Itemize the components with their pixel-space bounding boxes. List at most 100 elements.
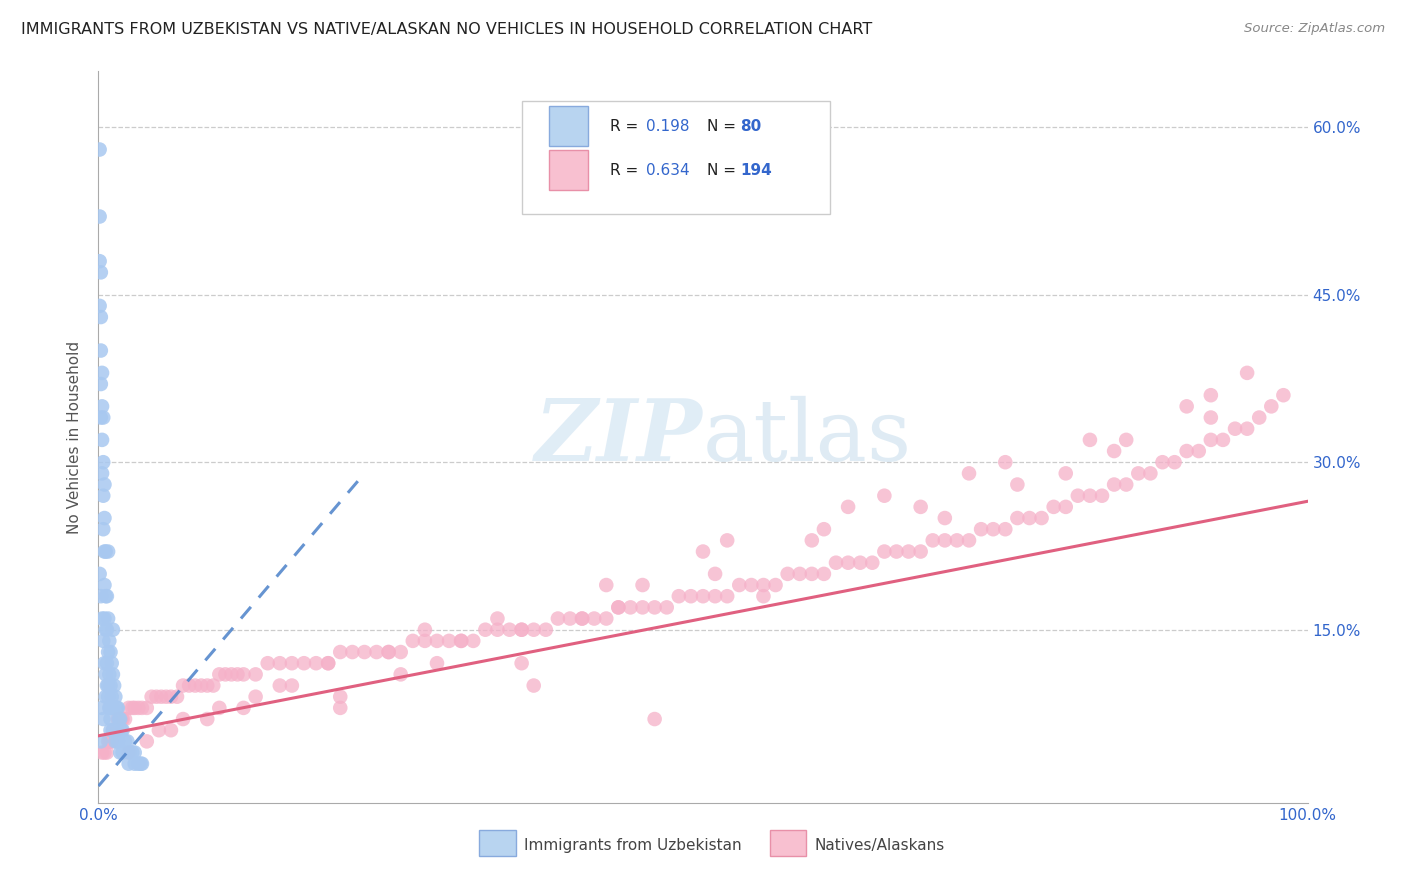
Point: [342, 645, 364, 659]
Text: 0.198: 0.198: [647, 119, 690, 134]
Point: [221, 667, 243, 681]
Point: [118, 746, 141, 760]
Point: [135, 734, 157, 748]
Point: [172, 679, 194, 693]
Point: [172, 712, 194, 726]
Point: [1199, 410, 1222, 425]
Point: [93, 657, 115, 671]
Point: [184, 679, 207, 693]
Point: [740, 578, 762, 592]
Point: [94, 589, 117, 603]
Point: [226, 667, 249, 681]
Point: [316, 657, 339, 671]
Point: [100, 679, 122, 693]
Point: [1007, 511, 1029, 525]
Point: [232, 667, 254, 681]
Point: [692, 589, 714, 603]
Point: [873, 544, 896, 558]
Point: [886, 544, 908, 558]
Point: [90, 265, 112, 279]
Point: [873, 489, 896, 503]
Point: [934, 511, 956, 525]
Point: [107, 712, 129, 726]
Point: [141, 690, 163, 704]
Point: [97, 544, 120, 558]
Point: [704, 566, 727, 581]
Point: [994, 522, 1017, 536]
Point: [96, 623, 118, 637]
Point: [994, 455, 1017, 469]
Point: [523, 623, 546, 637]
Point: [93, 746, 115, 760]
FancyBboxPatch shape: [522, 101, 830, 214]
Point: [98, 701, 121, 715]
Point: [124, 756, 146, 771]
Point: [1223, 422, 1246, 436]
Point: [135, 701, 157, 715]
Point: [837, 500, 859, 514]
Point: [1042, 500, 1064, 514]
Point: [90, 377, 112, 392]
Point: [1102, 477, 1125, 491]
Point: [91, 701, 114, 715]
Text: IMMIGRANTS FROM UZBEKISTAN VS NATIVE/ALASKAN NO VEHICLES IN HOUSEHOLD CORRELATIO: IMMIGRANTS FROM UZBEKISTAN VS NATIVE/ALA…: [21, 22, 872, 37]
Point: [101, 667, 124, 681]
Point: [752, 589, 775, 603]
Point: [124, 746, 146, 760]
Point: [292, 657, 315, 671]
Point: [631, 600, 654, 615]
Point: [910, 544, 932, 558]
Point: [1078, 433, 1101, 447]
Point: [269, 657, 291, 671]
Point: [100, 723, 122, 738]
Point: [195, 679, 218, 693]
Point: [118, 746, 141, 760]
Point: [91, 410, 114, 425]
Point: [208, 667, 231, 681]
Point: [190, 679, 212, 693]
Point: [607, 600, 630, 615]
Point: [1163, 455, 1185, 469]
Point: [93, 511, 115, 525]
Point: [377, 645, 399, 659]
Point: [97, 734, 120, 748]
Point: [437, 633, 460, 648]
Point: [101, 723, 124, 738]
Point: [1091, 489, 1114, 503]
Point: [131, 756, 153, 771]
Point: [619, 600, 641, 615]
Point: [108, 712, 131, 726]
Point: [91, 467, 114, 481]
Point: [91, 522, 114, 536]
Point: [108, 712, 131, 726]
Point: [101, 723, 124, 738]
Point: [776, 566, 799, 581]
Point: [498, 623, 520, 637]
Point: [245, 667, 267, 681]
Point: [91, 400, 114, 414]
Point: [100, 712, 122, 726]
Point: [105, 701, 128, 715]
Point: [103, 723, 125, 738]
Point: [110, 712, 132, 726]
Point: [571, 611, 593, 625]
Point: [111, 746, 134, 760]
Point: [595, 578, 617, 592]
Point: [89, 210, 111, 224]
Point: [644, 600, 666, 615]
Point: [631, 578, 654, 592]
Point: [583, 611, 606, 625]
Point: [89, 254, 111, 268]
Point: [91, 433, 114, 447]
Text: Immigrants from Uzbekistan: Immigrants from Uzbekistan: [524, 838, 742, 853]
Point: [389, 667, 412, 681]
FancyBboxPatch shape: [550, 106, 588, 146]
Point: [305, 657, 328, 671]
Point: [1139, 467, 1161, 481]
Point: [413, 623, 436, 637]
Point: [800, 533, 823, 548]
Point: [166, 690, 188, 704]
Point: [111, 723, 134, 738]
Point: [155, 690, 177, 704]
Point: [89, 299, 111, 313]
